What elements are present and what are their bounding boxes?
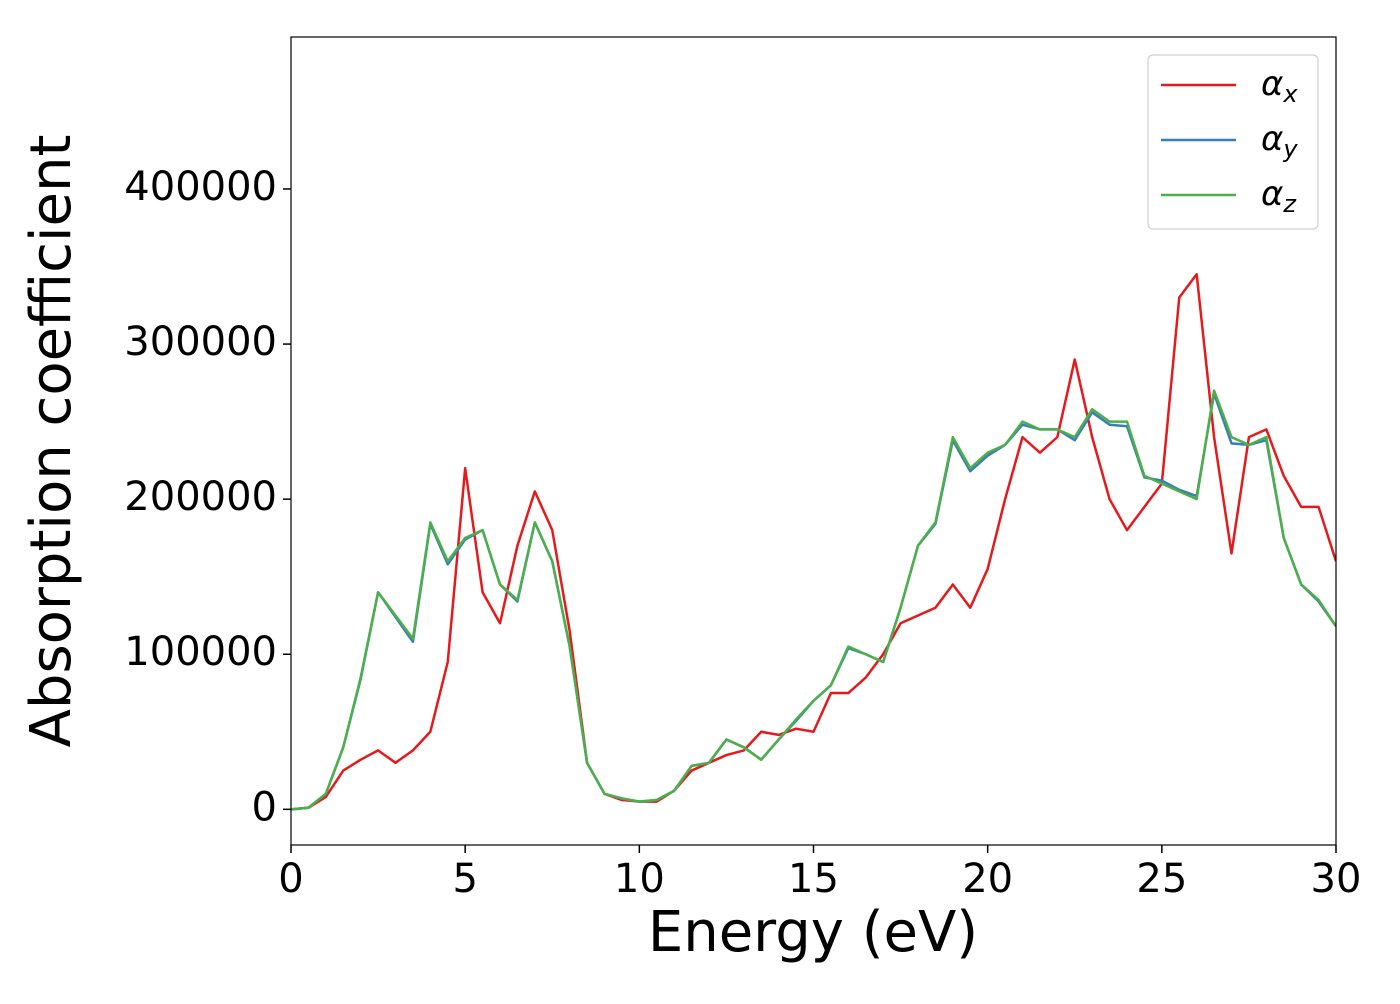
y-axis-label: Absorption coefficient: [19, 135, 84, 748]
y-tick-label: 0: [252, 784, 277, 830]
x-tick-label: 25: [1136, 856, 1187, 902]
legend-label: αz: [1261, 174, 1297, 219]
legend-box: [1147, 54, 1319, 230]
y-tick-label: 100000: [124, 629, 277, 675]
x-tick-label: 0: [278, 856, 303, 902]
line: [291, 273, 1336, 811]
plot-frame: [290, 36, 1337, 846]
x-axis-label: Energy (eV): [648, 900, 978, 965]
y-tick-label: 300000: [124, 319, 277, 365]
line: [291, 392, 1336, 811]
y-tick-label: 200000: [124, 474, 277, 520]
x-tick-label: 30: [1311, 856, 1362, 902]
x-tick-label: 10: [614, 856, 665, 902]
line: [291, 389, 1336, 811]
x-tick-label: 15: [788, 856, 839, 902]
x-tick-label: 20: [962, 856, 1013, 902]
legend-label: αy: [1261, 119, 1298, 164]
x-tick-label: 5: [452, 856, 477, 902]
legend-label: αx: [1261, 64, 1298, 109]
y-tick-label: 400000: [124, 164, 277, 210]
